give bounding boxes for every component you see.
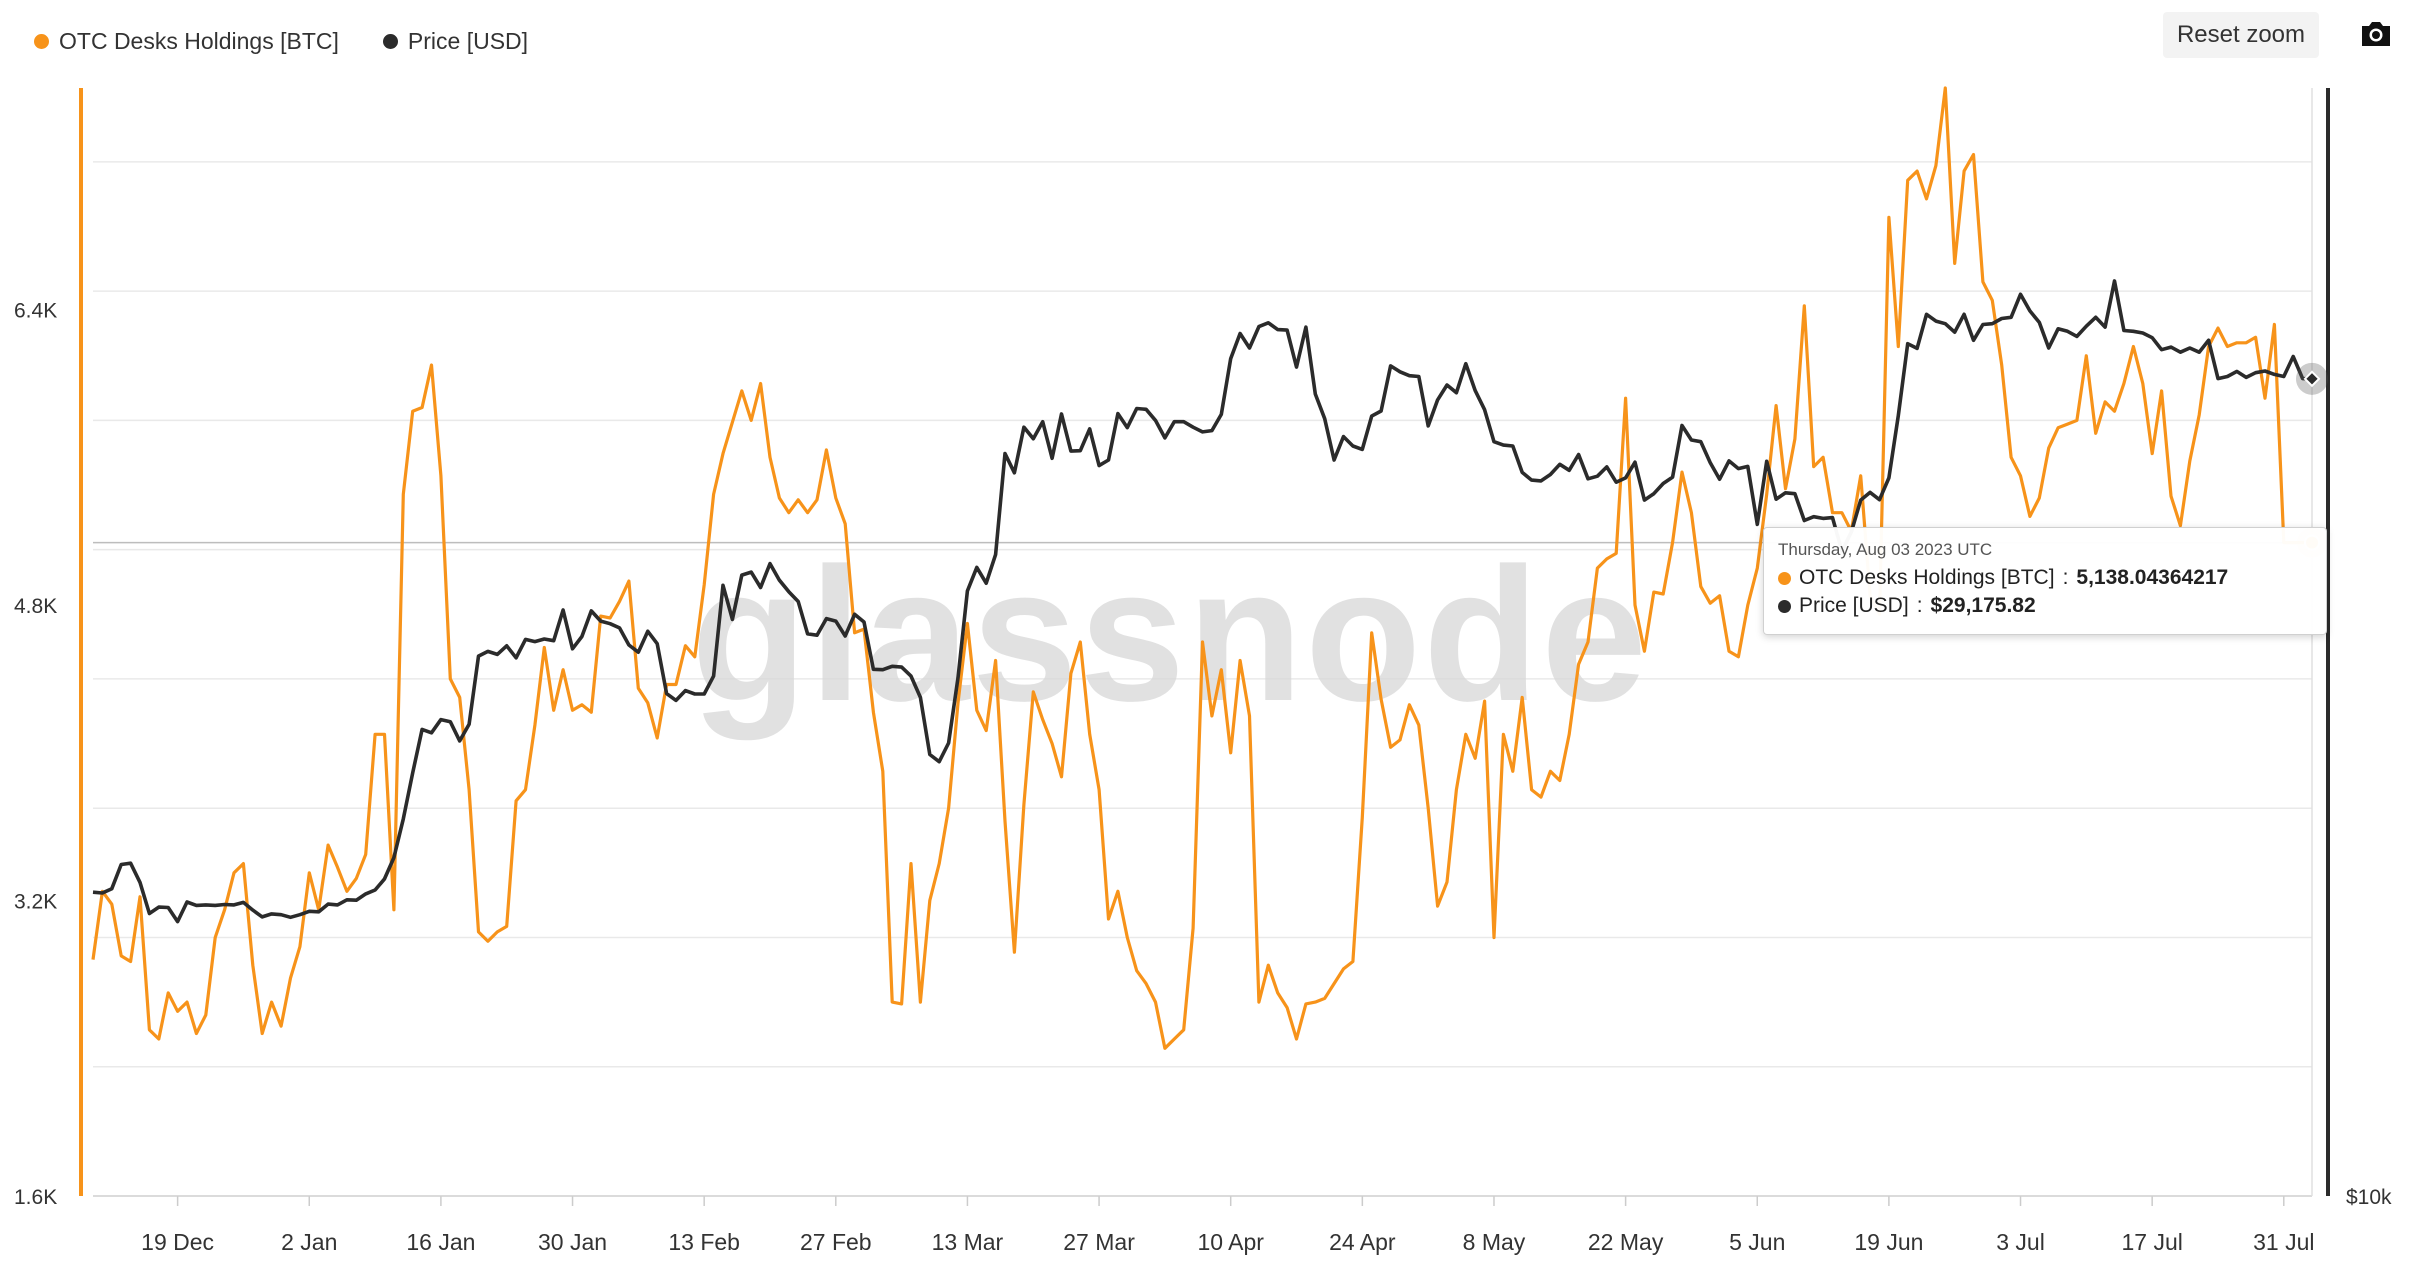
x-tick-label: 30 Jan — [538, 1229, 607, 1255]
holdings-dot-icon — [34, 34, 49, 49]
x-tick-label: 8 May — [1463, 1229, 1526, 1255]
x-tick-label: 13 Feb — [668, 1229, 740, 1255]
tooltip-holdings-value: 5,138.04364217 — [2076, 566, 2229, 589]
x-tick-label: 19 Dec — [141, 1229, 214, 1255]
tooltip-price-label: Price [USD] — [1799, 594, 1909, 617]
y-left-tick-label: 4.8K — [14, 595, 57, 618]
legend-item-holdings[interactable]: OTC Desks Holdings [BTC] — [34, 28, 339, 55]
holdings-series-line — [91, 86, 2312, 1050]
y-left-tick-label: 6.4K — [14, 300, 57, 323]
x-tick-label: 2 Jan — [281, 1229, 337, 1255]
y-left-tick-label: 3.2K — [14, 891, 57, 914]
chart-legend: OTC Desks Holdings [BTC] Price [USD] — [34, 28, 528, 55]
holdings-dot-icon — [1778, 571, 1791, 585]
series-lines — [91, 86, 2313, 1050]
x-tick-label: 27 Feb — [800, 1229, 872, 1255]
legend-label-price: Price [USD] — [407, 28, 529, 54]
x-tick-label: 5 Jun — [1729, 1229, 1785, 1255]
y-right-tick-label: $10k — [2346, 1186, 2392, 1209]
legend-item-price[interactable]: Price [USD] — [382, 28, 529, 55]
tooltip-row-holdings: OTC Desks Holdings [BTC]: 5,138.04364217 — [1778, 566, 2228, 590]
tooltip-price-value: $29,175.82 — [1930, 594, 2036, 617]
x-tick-label: 24 Apr — [1329, 1229, 1396, 1255]
axes: 1.6K 3.2K 4.8K 6.4K $10k 19 Dec 2 Jan 16 Jan 30 … — [14, 88, 2392, 1255]
x-tick-label: 19 Jun — [1854, 1229, 1923, 1255]
price-series-line — [92, 279, 2313, 924]
x-tick-label: 31 Jul — [2253, 1229, 2314, 1255]
camera-icon[interactable] — [2359, 18, 2393, 50]
reset-zoom-button[interactable]: Reset zoom — [2163, 12, 2319, 58]
x-tick-label: 22 May — [1588, 1229, 1664, 1255]
tooltip-holdings-label: OTC Desks Holdings [BTC] — [1799, 566, 2055, 589]
x-tick-label: 3 Jul — [1996, 1229, 2045, 1255]
price-dot-icon — [382, 34, 398, 49]
tooltip-row-price: Price [USD]: $29,175.82 — [1778, 594, 2036, 618]
price-dot-icon — [1778, 599, 1791, 613]
legend-label-holdings: OTC Desks Holdings [BTC] — [59, 28, 339, 54]
y-left-tick-label: 1.6K — [14, 1186, 57, 1209]
x-tick-label: 10 Apr — [1197, 1229, 1264, 1255]
grid-lines — [93, 161, 2312, 1068]
watermark: glassnode — [691, 529, 1649, 741]
x-tick-label: 13 Mar — [932, 1229, 1004, 1255]
hover-tooltip: Thursday, Aug 03 2023 UTC OTC Desks Hold… — [1763, 527, 2327, 635]
tooltip-date: Thursday, Aug 03 2023 UTC — [1778, 540, 1993, 559]
x-tick-label: 16 Jan — [406, 1229, 475, 1255]
x-tick-label: 27 Mar — [1063, 1229, 1135, 1255]
price-hover-point — [2303, 370, 2321, 388]
x-tick-label: 17 Jul — [2121, 1229, 2182, 1255]
